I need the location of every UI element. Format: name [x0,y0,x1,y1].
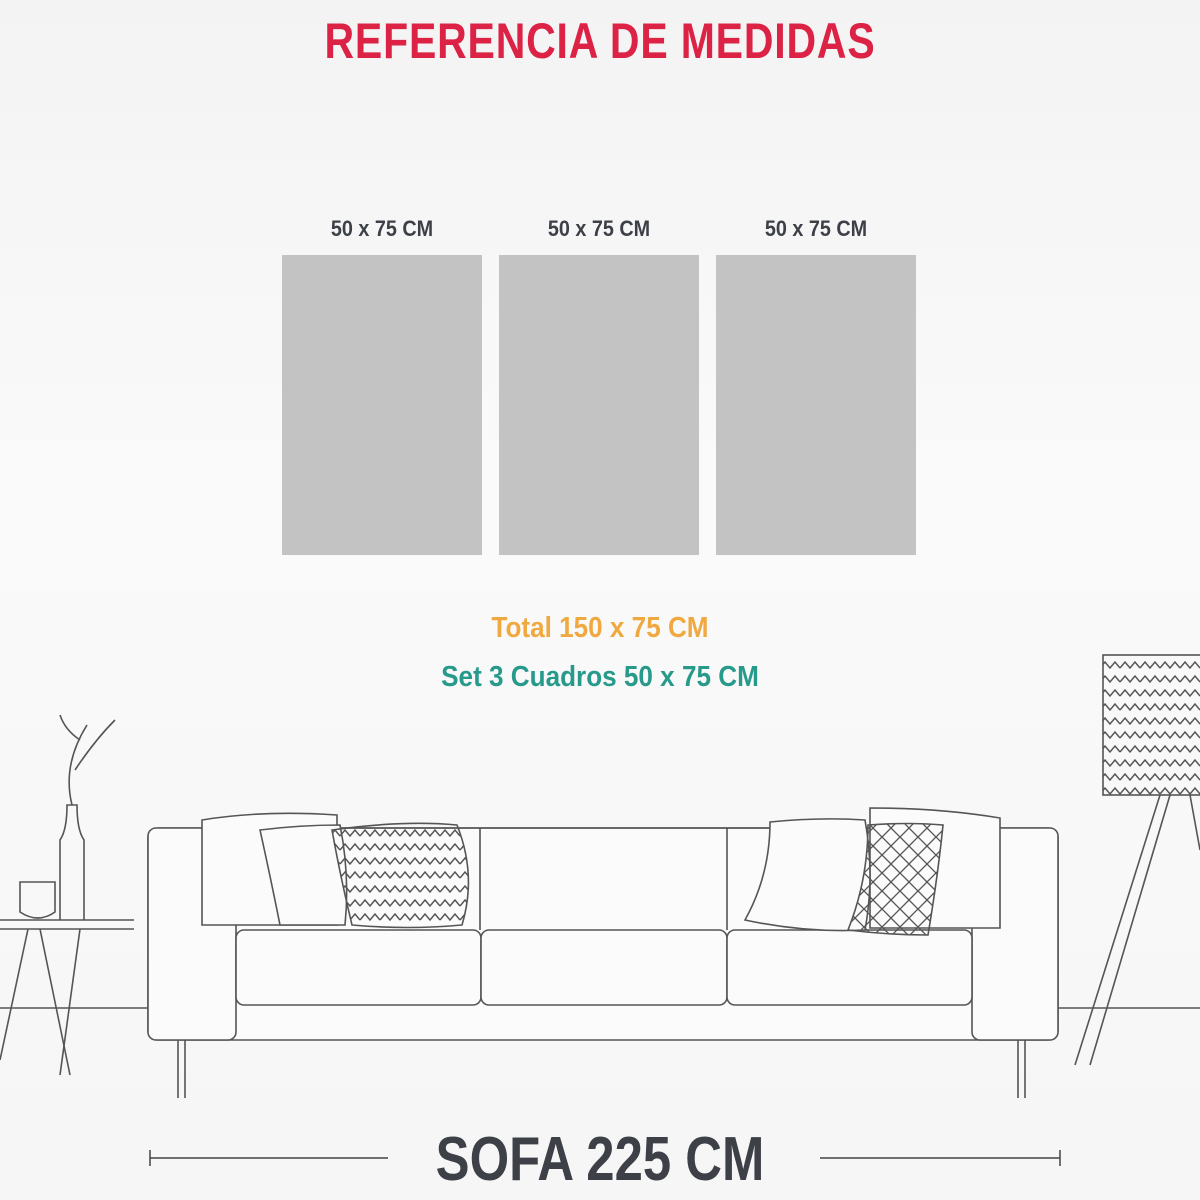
sofa-dimension-line [149,1150,1061,1166]
panel-1-label: 50 x 75 CM [330,216,434,241]
panel-3-label: 50 x 75 CM [764,216,868,241]
sofa [147,807,1059,1098]
floor-lamp [1074,654,1200,1066]
side-table [0,714,134,1076]
panel-3 [716,255,916,555]
panel-1 [282,255,482,555]
set-description: Set 3 Cuadros 50 x 75 CM [441,661,759,693]
panel-2-label: 50 x 75 CM [547,216,651,241]
sofa-size-label: SOFA 225 CM [435,1125,765,1194]
panel-2 [499,255,699,555]
total-size: Total 150 x 75 CM [491,612,709,644]
page-title: REFERENCIA DE MEDIDAS [324,13,876,69]
